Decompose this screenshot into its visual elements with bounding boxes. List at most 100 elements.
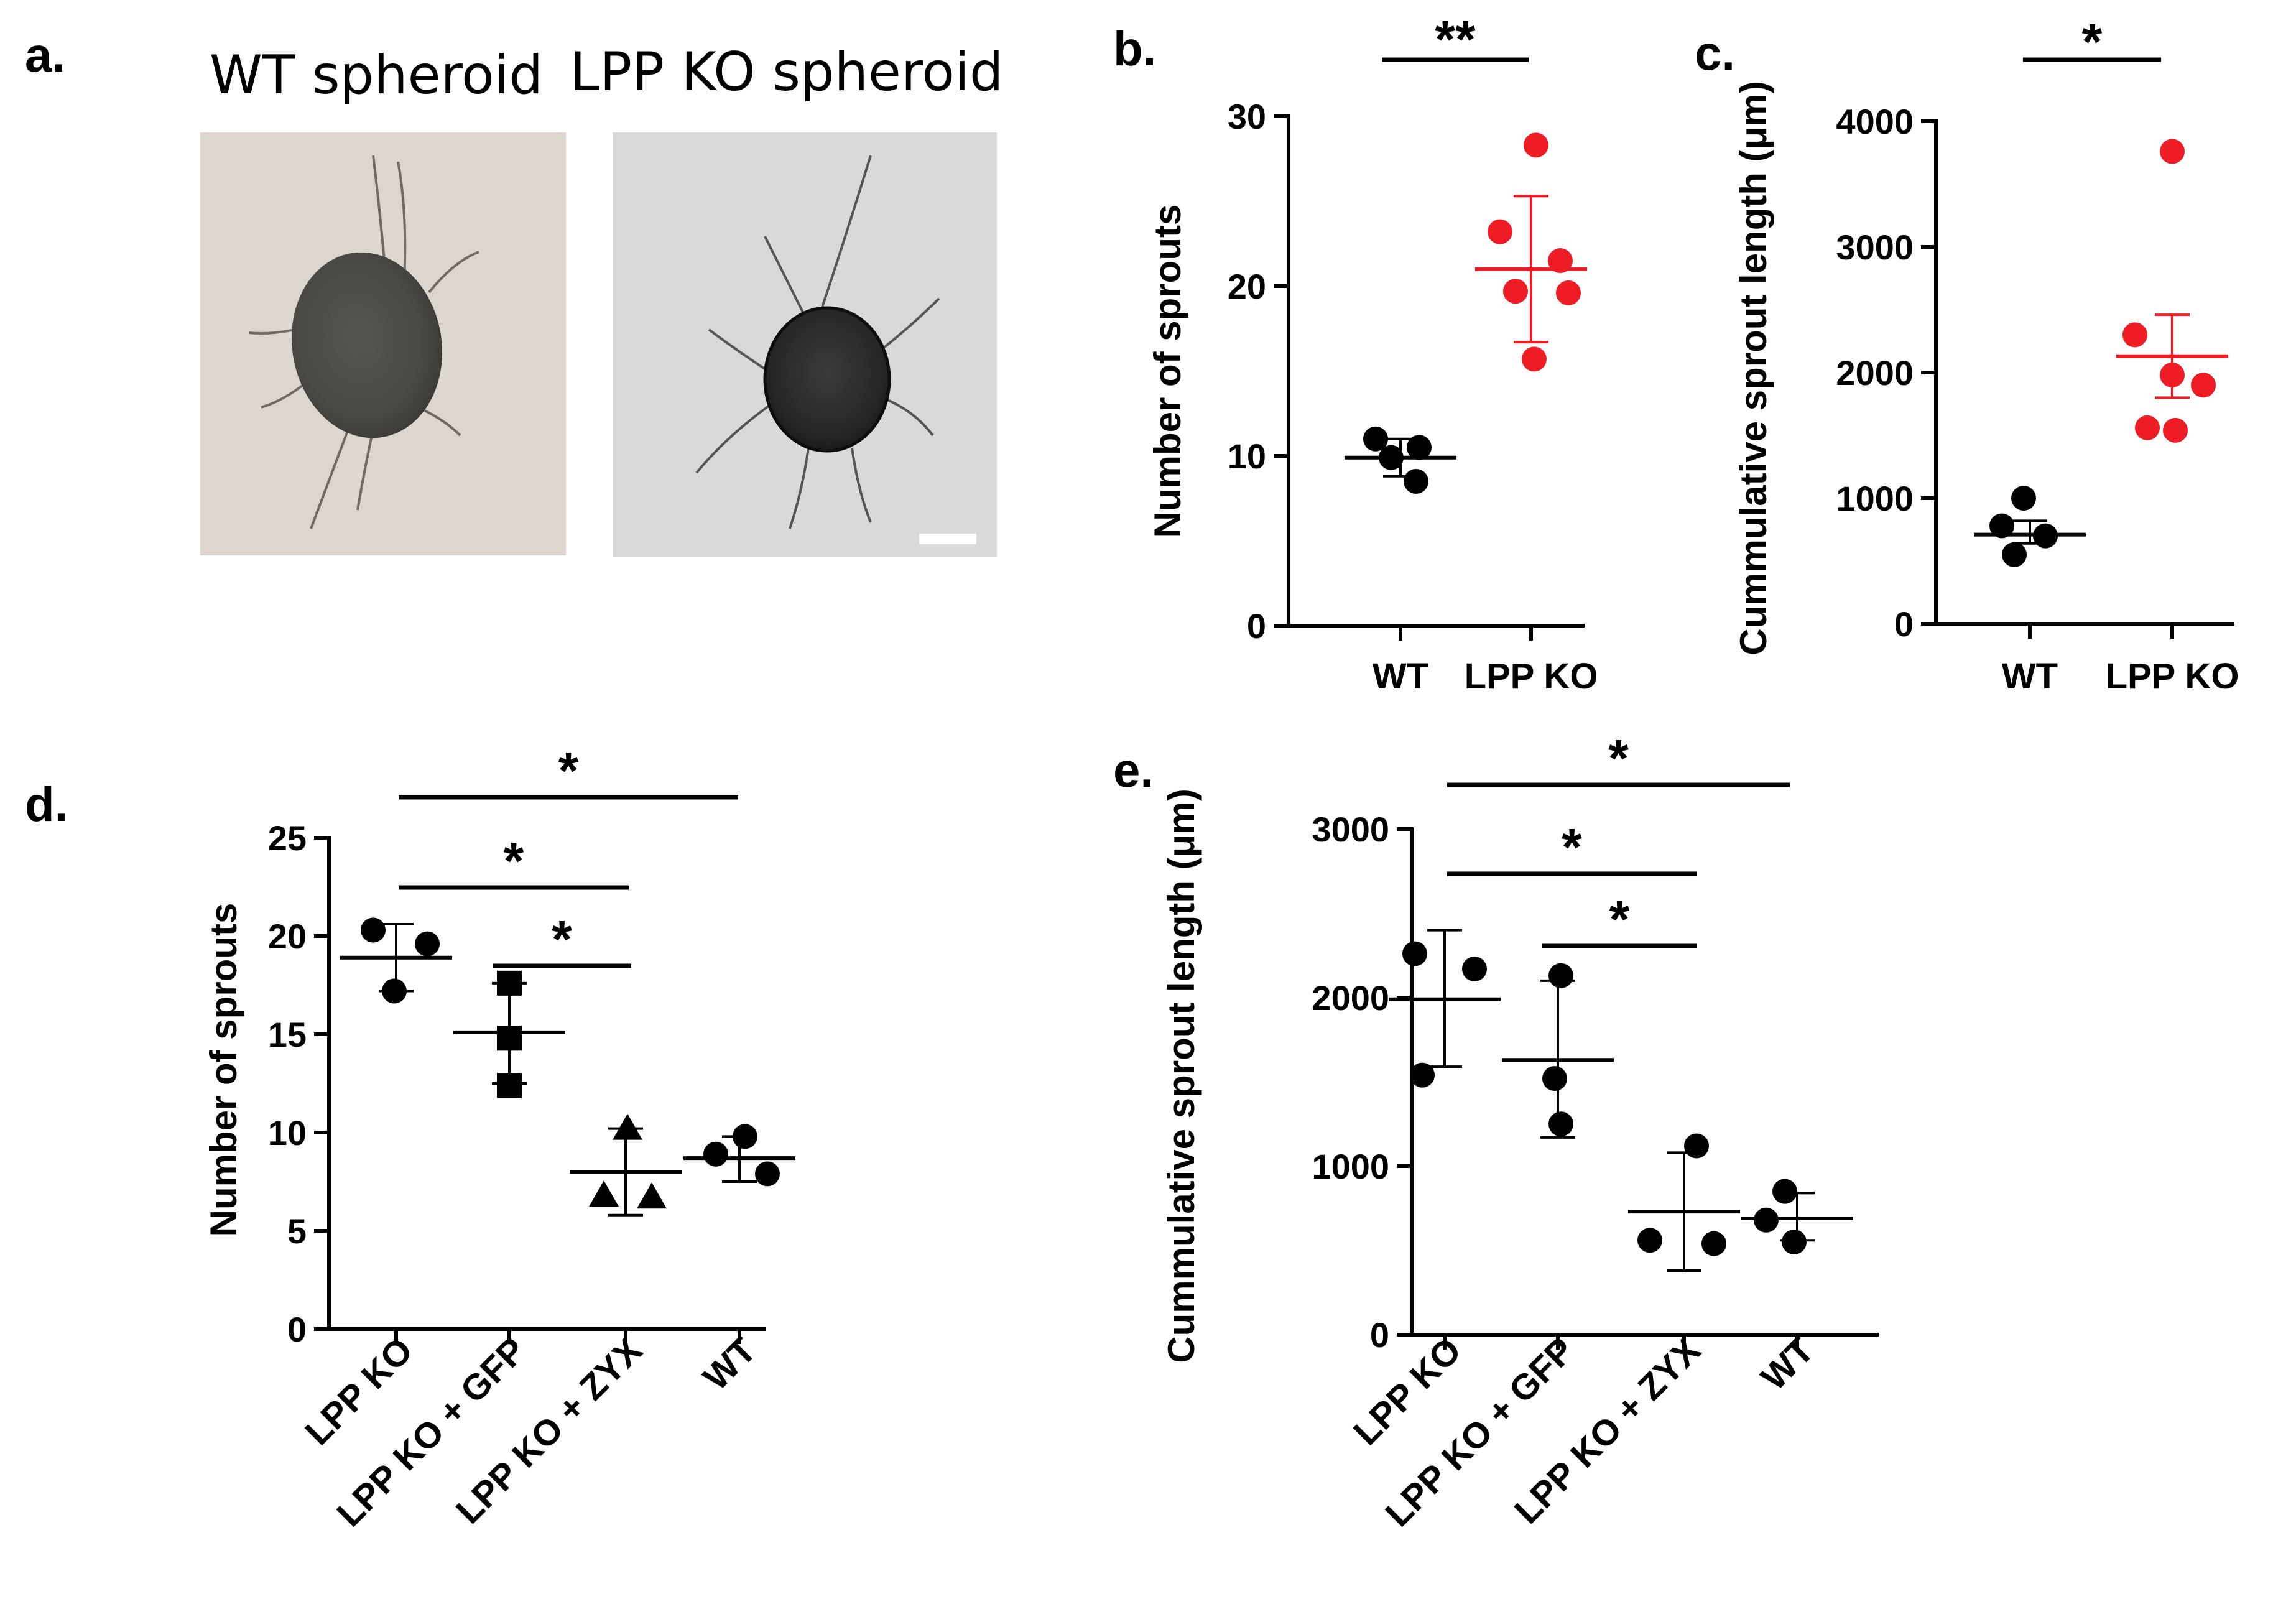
chart-e-y-tick-label: 1000 (1312, 1147, 1389, 1186)
chart-c-y-tick-label: 4000 (1836, 102, 1914, 141)
scale-bar (919, 534, 976, 544)
chart-e-data-point (1548, 963, 1573, 988)
chart-d-series-lpp-ko-zyx (570, 1113, 682, 1217)
chart-b-significance-label: ** (1435, 10, 1476, 68)
chart-d-significance-label: * (558, 741, 579, 800)
panel-letter-b: b. (1113, 21, 1156, 76)
chart-b-series-lpp-ko (1475, 132, 1587, 372)
chart-d-y-tick-label: 10 (268, 1113, 307, 1152)
chart-e-data-point (1701, 1231, 1726, 1256)
wt-image-title: WT spheroid (210, 44, 543, 106)
chart-e-series-lpp-ko-zyx (1628, 1133, 1740, 1272)
chart-e-data-point (1542, 1066, 1567, 1091)
chart-d-category-label-wt: WT (695, 1330, 764, 1398)
chart-d-y-axis-title: Number of sprouts (203, 903, 244, 1237)
chart-d-y-tick-label: 15 (268, 1015, 307, 1054)
chart-e-series-lpp-ko-gfp (1502, 963, 1614, 1139)
chart-c-data-point (1989, 513, 2014, 539)
chart-d-data-point (361, 917, 386, 943)
chart-d-data-point (415, 931, 440, 957)
chart-e-category-label-wt: WT (1753, 1330, 1822, 1398)
chart-e-series-wt (1741, 1179, 1853, 1254)
chart-b-category-label-lpp-ko: LPP KO (1465, 656, 1598, 697)
chart-e-significance-label: * (1608, 729, 1629, 787)
chart-b-data-point (1522, 346, 1547, 372)
chart-c-y-tick-label: 3000 (1836, 228, 1914, 267)
chart-c-data-point (2163, 417, 2188, 443)
chart-c-data-point (2160, 139, 2185, 164)
chart-c-data-point (2011, 486, 2036, 511)
chart-e-data-point (1462, 956, 1487, 981)
chart-d-data-point (637, 1182, 667, 1209)
chart-e-y-tick-label: 0 (1370, 1315, 1389, 1355)
chart-d-data-point (382, 978, 407, 1004)
chart-d-series-wt (683, 1124, 795, 1187)
chart-c-y-axis-title: Cummulative sprout length (μm) (1733, 81, 1774, 655)
chart-c-data-point (2122, 322, 2147, 348)
chart-b-data-point (1556, 280, 1581, 305)
chart-c-data-point (2135, 415, 2160, 440)
chart-e-significance-label: * (1609, 890, 1630, 948)
chart-d-data-point (497, 1073, 522, 1098)
chart-b-data-point (1488, 219, 1512, 244)
chart-e-significance-label: * (1562, 818, 1582, 876)
ko-spheroid-image (613, 132, 997, 557)
chart-d-data-point (497, 970, 522, 996)
chart-c-category-label-wt: WT (2002, 656, 2058, 697)
chart-e-data-point (1754, 1207, 1779, 1233)
chart-c-series-lpp-ko (2116, 139, 2228, 443)
chart-c-series-wt (1974, 486, 2086, 567)
chart-d-y-tick-label: 20 (268, 917, 307, 956)
chart-b-y-tick-label: 20 (1228, 267, 1266, 306)
panel-a: WT spheroid LPP KO spheroid (200, 41, 1004, 557)
chart-c-y-tick-label: 2000 (1836, 353, 1914, 392)
ko-image-title: LPP KO spheroid (570, 41, 1003, 103)
chart-d-data-point (733, 1124, 757, 1149)
chart-e-data-point (1548, 1111, 1573, 1137)
chart-d-y-tick-label: 5 (287, 1212, 307, 1251)
chart-e-series-lpp-ko (1389, 929, 1501, 1088)
chart-b-y-tick-label: 10 (1228, 437, 1266, 476)
chart-b-y-axis-title: Number of sprouts (1147, 205, 1188, 539)
chart-d-y-tick-label: 0 (287, 1310, 307, 1349)
chart-b-data-point (1404, 468, 1428, 494)
panel-letter-e: e. (1113, 743, 1154, 797)
chart-c-data-point (2002, 542, 2027, 567)
panel-letter-a: a. (25, 27, 65, 82)
chart-d-data-point (613, 1113, 642, 1140)
chart-c-y-tick-label: 0 (1894, 605, 1914, 644)
wt-spheroid-image (200, 132, 566, 555)
chart-e-data-point (1684, 1133, 1709, 1159)
chart-e-y-tick-label: 2000 (1312, 978, 1389, 1017)
chart-e: 0 1000 2000 3000 Cummulative sprout length (… (1160, 729, 1879, 1534)
chart-b-data-point (1524, 132, 1548, 158)
chart-c-y-tick-label: 1000 (1836, 479, 1914, 518)
panel-letter-c: c. (1695, 25, 1735, 80)
chart-b-series-wt (1345, 426, 1456, 494)
chart-e-y-axis-title: Cummulative sprout length (μm) (1160, 789, 1202, 1363)
chart-e-data-point (1402, 941, 1427, 966)
chart-d-significance-label: * (504, 832, 524, 890)
chart-b: 0 10 20 30 Number of sprouts WT LPP KO ** (1147, 10, 1598, 697)
chart-b-y-tick-label: 0 (1247, 606, 1266, 646)
chart-e-data-point (1782, 1229, 1807, 1254)
chart-d-series-lpp-ko (340, 917, 452, 1004)
chart-e-y-tick-label: 3000 (1312, 810, 1389, 849)
chart-b-data-point (1548, 248, 1573, 274)
chart-e-data-point (1772, 1179, 1797, 1204)
chart-d-data-point (703, 1141, 728, 1167)
chart-c: 0 1000 2000 3000 4000 Cummulative sprout leng… (1733, 12, 2239, 697)
chart-e-data-point (1637, 1228, 1662, 1253)
chart-c-category-label-lpp-ko: LPP KO (2106, 656, 2239, 697)
chart-d-y-tick-label: 25 (268, 818, 307, 858)
chart-b-data-point (1407, 435, 1432, 460)
chart-d-data-point (497, 1026, 522, 1051)
chart-d-significance-label: * (552, 910, 572, 968)
chart-c-significance-label: * (2082, 12, 2103, 71)
chart-c-data-point (2160, 363, 2185, 388)
chart-e-data-point (1410, 1062, 1435, 1088)
chart-b-data-point (1363, 426, 1388, 452)
chart-d-data-point (589, 1180, 619, 1207)
